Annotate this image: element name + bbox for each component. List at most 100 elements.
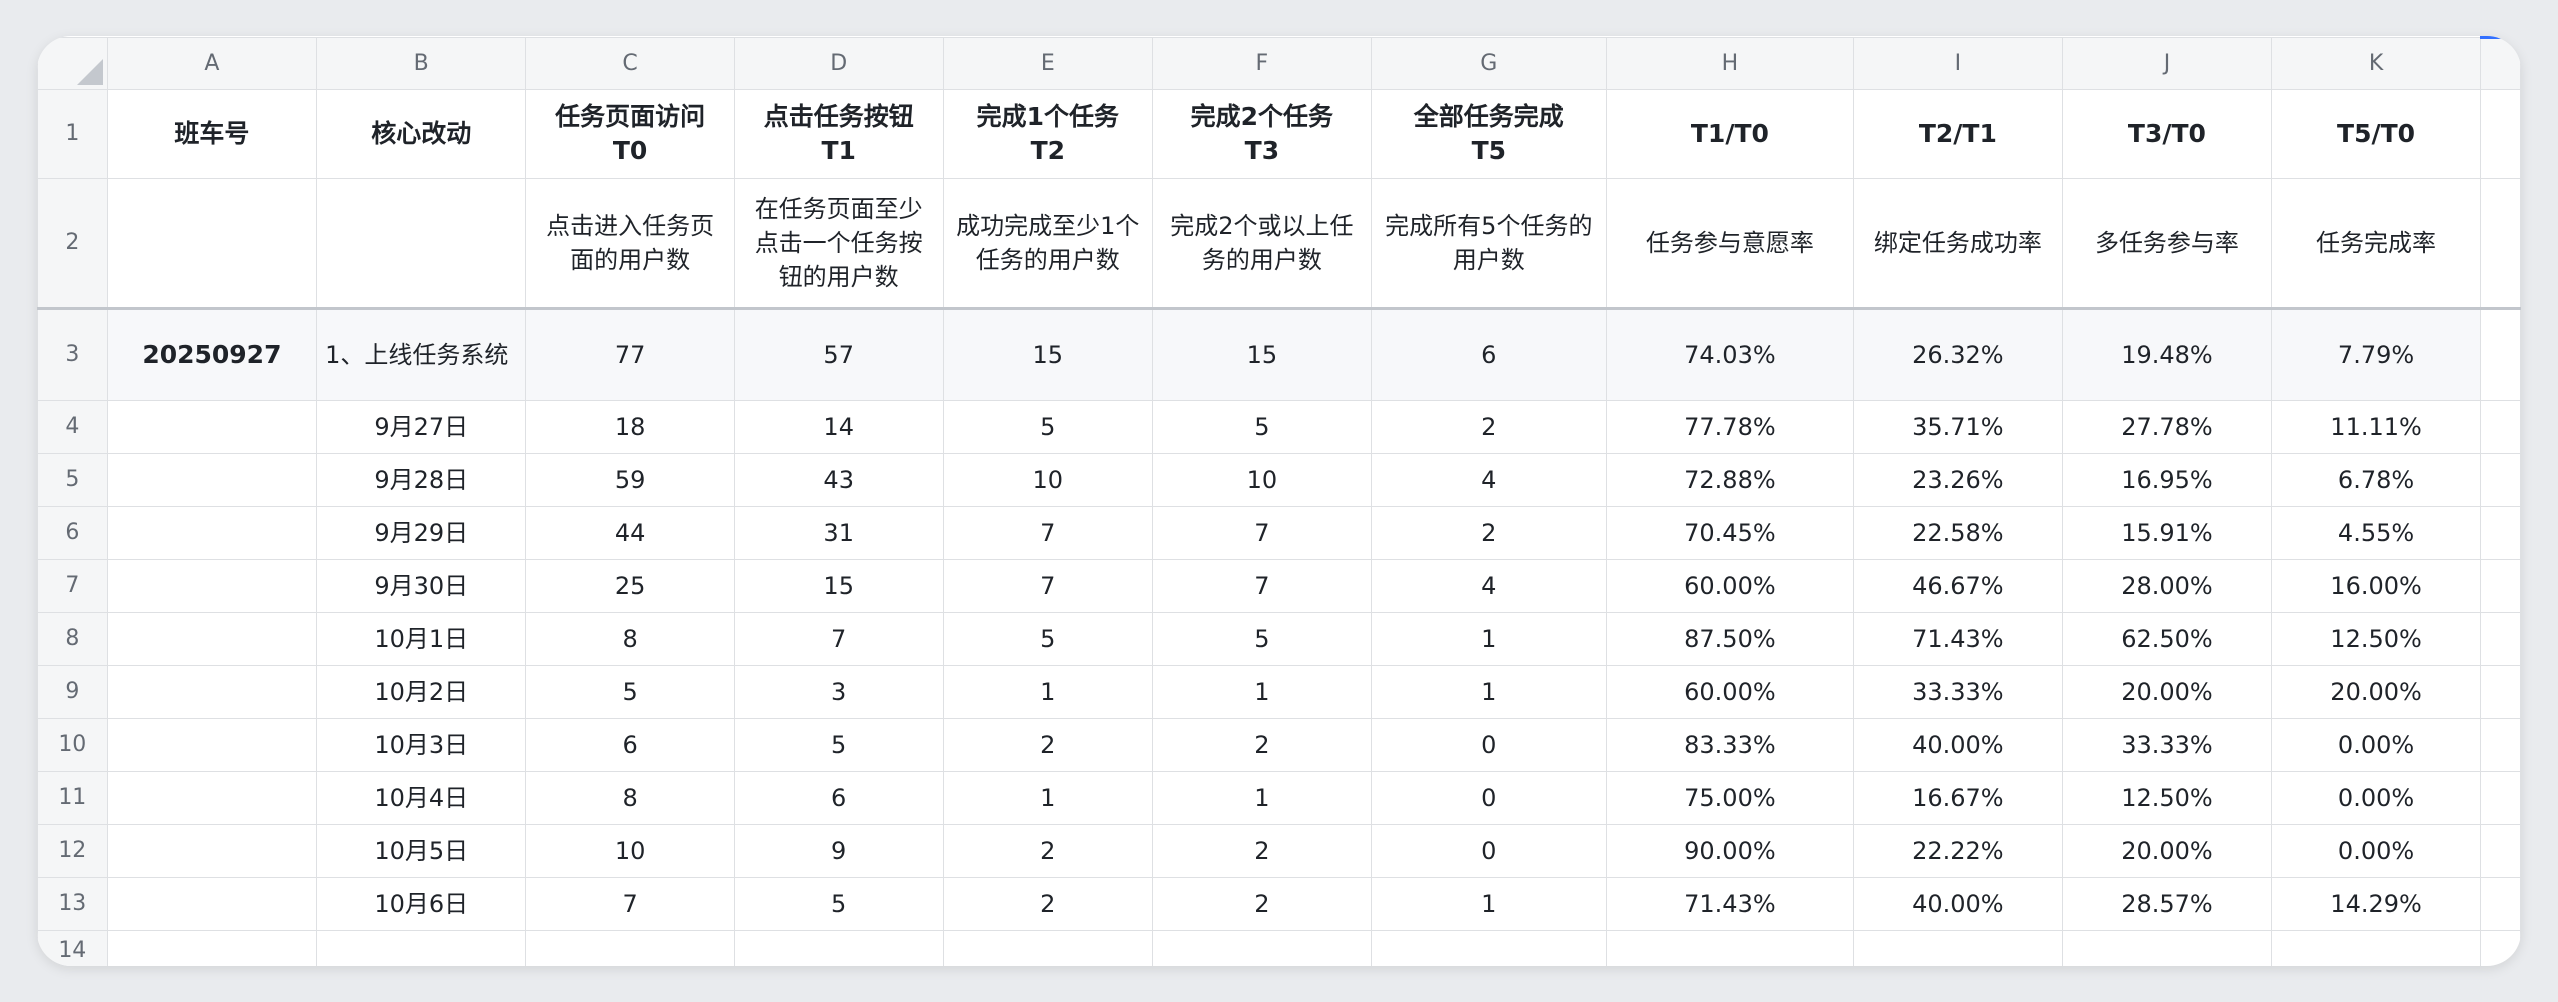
table-cell[interactable]: 75.00%: [1606, 771, 1854, 825]
empty-cell[interactable]: [2480, 400, 2521, 454]
empty-cell[interactable]: [2480, 718, 2521, 772]
select-all-corner[interactable]: [37, 37, 108, 90]
table-cell[interactable]: [106, 612, 318, 666]
table-cell[interactable]: 77: [525, 307, 735, 401]
table-cell[interactable]: 5: [525, 665, 735, 719]
column-header-a[interactable]: A: [106, 37, 318, 90]
date-cell[interactable]: 10月4日: [316, 771, 527, 825]
table-cell[interactable]: 11.11%: [2270, 400, 2482, 454]
core-change-cell[interactable]: 1、上线任务系统: [316, 307, 527, 401]
table-cell[interactable]: 14.29%: [2270, 877, 2482, 931]
table-cell[interactable]: 5: [733, 877, 944, 931]
table-cell[interactable]: 12.50%: [2061, 771, 2273, 825]
column-header-f[interactable]: F: [1152, 37, 1372, 90]
row-header[interactable]: 9: [37, 665, 108, 719]
table-cell[interactable]: 7: [525, 877, 735, 931]
table-cell[interactable]: 60.00%: [1606, 559, 1854, 613]
date-cell[interactable]: 10月5日: [316, 824, 527, 878]
header-cell[interactable]: T1/T0: [1606, 89, 1854, 179]
table-cell[interactable]: 16.67%: [1852, 771, 2063, 825]
table-cell[interactable]: 10: [942, 453, 1154, 507]
header-cell[interactable]: T2/T1: [1852, 89, 2063, 179]
table-cell[interactable]: 15: [942, 307, 1154, 401]
table-cell[interactable]: [106, 506, 318, 560]
description-cell[interactable]: 成功完成至少1个任务的用户数: [942, 178, 1154, 309]
table-cell[interactable]: 2: [1152, 877, 1372, 931]
row-header[interactable]: 4: [37, 400, 108, 454]
table-cell[interactable]: 59: [525, 453, 735, 507]
table-cell[interactable]: 7: [733, 612, 944, 666]
table-cell[interactable]: [106, 771, 318, 825]
row-header[interactable]: 11: [37, 771, 108, 825]
table-cell[interactable]: 0: [1370, 824, 1608, 878]
table-cell[interactable]: 2: [942, 824, 1154, 878]
table-cell[interactable]: 20.00%: [2270, 665, 2482, 719]
table-cell[interactable]: 0.00%: [2270, 718, 2482, 772]
table-cell[interactable]: 1: [1370, 665, 1608, 719]
table-cell[interactable]: 19.48%: [2061, 307, 2273, 401]
table-cell[interactable]: 3: [733, 665, 944, 719]
bus-number-cell[interactable]: 20250927: [106, 307, 318, 401]
empty-cell[interactable]: [2480, 877, 2521, 931]
empty-cell[interactable]: [1370, 930, 1608, 966]
table-cell[interactable]: 12.50%: [2270, 612, 2482, 666]
header-cell[interactable]: 完成2个任务 T3: [1152, 89, 1372, 179]
empty-cell[interactable]: [2480, 453, 2521, 507]
table-cell[interactable]: 35.71%: [1852, 400, 2063, 454]
table-cell[interactable]: 20.00%: [2061, 665, 2273, 719]
table-cell[interactable]: [106, 400, 318, 454]
empty-cell[interactable]: [2480, 612, 2521, 666]
column-header-d[interactable]: D: [733, 37, 944, 90]
table-cell[interactable]: 16.95%: [2061, 453, 2273, 507]
table-cell[interactable]: 2: [942, 877, 1154, 931]
empty-cell[interactable]: [525, 930, 735, 966]
row-header[interactable]: 5: [37, 453, 108, 507]
date-cell[interactable]: 9月28日: [316, 453, 527, 507]
table-cell[interactable]: [106, 824, 318, 878]
table-cell[interactable]: 26.32%: [1852, 307, 2063, 401]
header-cell[interactable]: 全部任务完成 T5: [1370, 89, 1608, 179]
table-cell[interactable]: 6.78%: [2270, 453, 2482, 507]
empty-cell[interactable]: [2480, 307, 2521, 401]
table-cell[interactable]: 18: [525, 400, 735, 454]
table-cell[interactable]: 15.91%: [2061, 506, 2273, 560]
table-cell[interactable]: 0.00%: [2270, 824, 2482, 878]
row-header-1[interactable]: 1: [37, 89, 108, 179]
table-cell[interactable]: 25: [525, 559, 735, 613]
table-cell[interactable]: 1: [1370, 612, 1608, 666]
date-cell[interactable]: 10月1日: [316, 612, 527, 666]
table-cell[interactable]: [106, 877, 318, 931]
empty-cell[interactable]: [2480, 559, 2521, 613]
table-cell[interactable]: 1: [942, 665, 1154, 719]
date-cell[interactable]: 9月30日: [316, 559, 527, 613]
table-cell[interactable]: 20.00%: [2061, 824, 2273, 878]
table-cell[interactable]: 2: [1370, 400, 1608, 454]
table-cell[interactable]: 4: [1370, 559, 1608, 613]
description-cell[interactable]: [316, 178, 527, 309]
table-cell[interactable]: 71.43%: [1852, 612, 2063, 666]
table-cell[interactable]: 10: [1152, 453, 1372, 507]
table-cell[interactable]: 23.26%: [1852, 453, 2063, 507]
table-cell[interactable]: 83.33%: [1606, 718, 1854, 772]
empty-cell[interactable]: [942, 930, 1154, 966]
empty-cell[interactable]: [316, 930, 527, 966]
table-cell[interactable]: 7.79%: [2270, 307, 2482, 401]
table-cell[interactable]: 7: [1152, 559, 1372, 613]
header-cell[interactable]: 点击任务按钮 T1: [733, 89, 944, 179]
table-cell[interactable]: 33.33%: [2061, 718, 2273, 772]
column-header-g[interactable]: G: [1370, 37, 1608, 90]
table-cell[interactable]: 1: [1152, 665, 1372, 719]
empty-cell[interactable]: [2480, 665, 2521, 719]
table-cell[interactable]: 7: [942, 559, 1154, 613]
description-cell[interactable]: 在任务页面至少点击一个任务按钮的用户数: [733, 178, 944, 309]
header-cell[interactable]: 核心改动: [316, 89, 527, 179]
table-cell[interactable]: 31: [733, 506, 944, 560]
table-cell[interactable]: 22.22%: [1852, 824, 2063, 878]
table-cell[interactable]: [106, 559, 318, 613]
date-cell[interactable]: 9月29日: [316, 506, 527, 560]
table-cell[interactable]: 87.50%: [1606, 612, 1854, 666]
table-cell[interactable]: 5: [942, 612, 1154, 666]
description-cell[interactable]: 多任务参与率: [2061, 178, 2273, 309]
description-cell[interactable]: 完成所有5个任务的用户数: [1370, 178, 1608, 309]
table-cell[interactable]: 2: [942, 718, 1154, 772]
